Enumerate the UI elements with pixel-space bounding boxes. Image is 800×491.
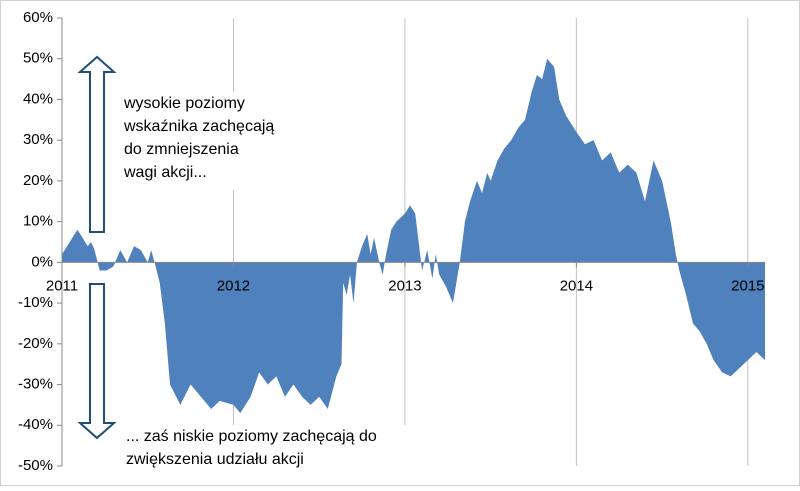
annotation-text: do zmniejszenia <box>124 141 239 158</box>
annotation-text: wagi akcji... <box>123 164 207 181</box>
y-tick-label: -10% <box>18 294 53 311</box>
y-tick-label: 60% <box>23 9 53 26</box>
x-tick-label: 2011 <box>46 277 78 294</box>
plot-area: -50% -40% -30% -20% -10% 0% 10% 20% 30% 40% 50% 60%… <box>18 9 765 474</box>
y-tick-label: 0% <box>31 253 53 270</box>
x-tick-label: 2013 <box>388 277 421 294</box>
area <box>62 58 765 414</box>
annotation-text: wskaźnika zachęcają <box>123 118 274 135</box>
note-box <box>116 92 276 190</box>
arrow-up <box>77 55 117 233</box>
y-tick-label: -20% <box>18 335 53 352</box>
y-tick-label: -30% <box>18 376 53 393</box>
y-tick-label: 30% <box>23 131 53 148</box>
arrow-down <box>77 283 117 440</box>
annotation-text: ... zaś niskie poziomy zachęcają do <box>126 428 377 445</box>
note-box <box>118 425 414 470</box>
y-tick-label: 50% <box>23 50 53 67</box>
x-tick-label: 2012 <box>217 277 250 294</box>
annotation-text: zwiększenia udziału akcji <box>126 451 304 468</box>
y-tick-label: 10% <box>23 213 53 230</box>
y-tick-label: -50% <box>18 457 53 474</box>
annotations: wysokie poziomy wskaźnika zachęcają do zmn… <box>77 55 414 470</box>
y-tick-label: 20% <box>23 172 53 189</box>
x-tick-label: 2014 <box>560 277 593 294</box>
x-tick-label: 2015 <box>731 277 764 294</box>
y-tick-label: -40% <box>18 416 53 433</box>
y-tick-label: 40% <box>23 90 53 107</box>
annotation-text: wysokie poziomy <box>123 95 245 112</box>
